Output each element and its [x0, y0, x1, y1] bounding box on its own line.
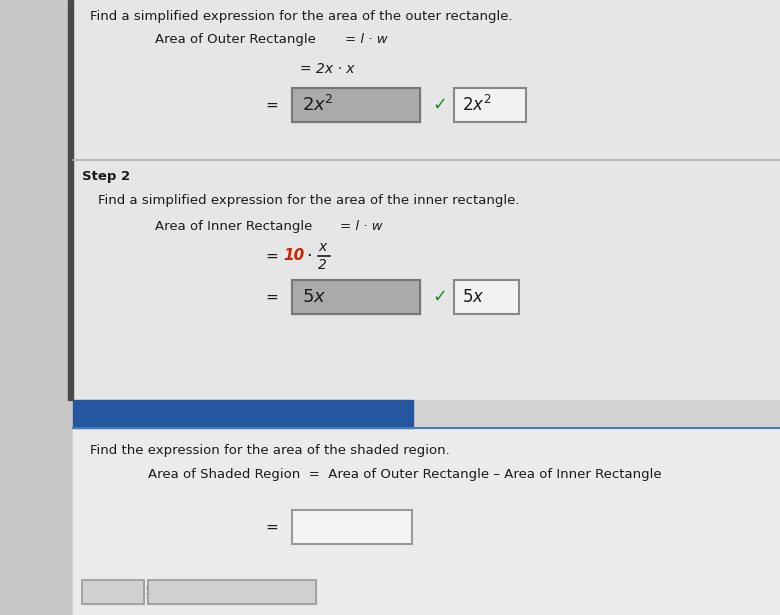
Text: Find a simplified expression for the area of the inner rectangle.: Find a simplified expression for the are… [98, 194, 519, 207]
Text: $2x^2$: $2x^2$ [462, 95, 491, 115]
Bar [292, 510, 412, 544]
Text: = l · w: = l · w [340, 220, 383, 233]
Text: x: x [318, 240, 326, 254]
Text: Step 3: Step 3 [82, 407, 136, 421]
Text: 10: 10 [283, 248, 304, 263]
Bar [73, 160, 780, 400]
Text: Skip (you cannot come back): Skip (you cannot come back) [146, 585, 318, 598]
Text: =: = [265, 290, 278, 304]
Bar [292, 280, 420, 314]
Text: =: = [265, 248, 278, 263]
Text: ·: · [306, 247, 312, 265]
Text: = l · w: = l · w [345, 33, 388, 46]
Bar [73, 0, 780, 160]
Text: =: = [265, 520, 278, 534]
Bar [292, 280, 420, 314]
Text: ✓: ✓ [432, 96, 447, 114]
Text: = 2x · x: = 2x · x [300, 62, 354, 76]
Bar [292, 510, 412, 544]
Bar [454, 280, 519, 314]
Bar [148, 580, 316, 604]
Bar [68, 0, 73, 400]
Bar [73, 400, 780, 615]
Bar [148, 580, 316, 604]
Text: Area of Inner Rectangle: Area of Inner Rectangle [155, 220, 312, 233]
Bar [454, 88, 526, 122]
Bar [82, 580, 144, 604]
Bar [454, 280, 519, 314]
Text: Step 2: Step 2 [82, 170, 130, 183]
Bar [292, 88, 420, 122]
Bar [292, 88, 420, 122]
Text: Find a simplified expression for the area of the outer rectangle.: Find a simplified expression for the are… [90, 10, 512, 23]
Text: $5x$: $5x$ [462, 288, 484, 306]
Bar [82, 580, 144, 604]
Bar [73, 428, 780, 615]
Bar [73, 400, 413, 428]
Text: Submit: Submit [92, 585, 134, 598]
Text: 2: 2 [318, 258, 327, 272]
Text: Find the expression for the area of the shaded region.: Find the expression for the area of the … [90, 444, 450, 457]
Text: Area of Shaded Region  =  Area of Outer Rectangle – Area of Inner Rectangle: Area of Shaded Region = Area of Outer Re… [148, 468, 661, 481]
Text: ✓: ✓ [432, 288, 447, 306]
Text: =: = [265, 98, 278, 113]
Text: Area of Outer Rectangle: Area of Outer Rectangle [155, 33, 316, 46]
Bar [454, 88, 526, 122]
Text: $5x$: $5x$ [302, 288, 326, 306]
Text: $2x^2$: $2x^2$ [302, 95, 334, 115]
